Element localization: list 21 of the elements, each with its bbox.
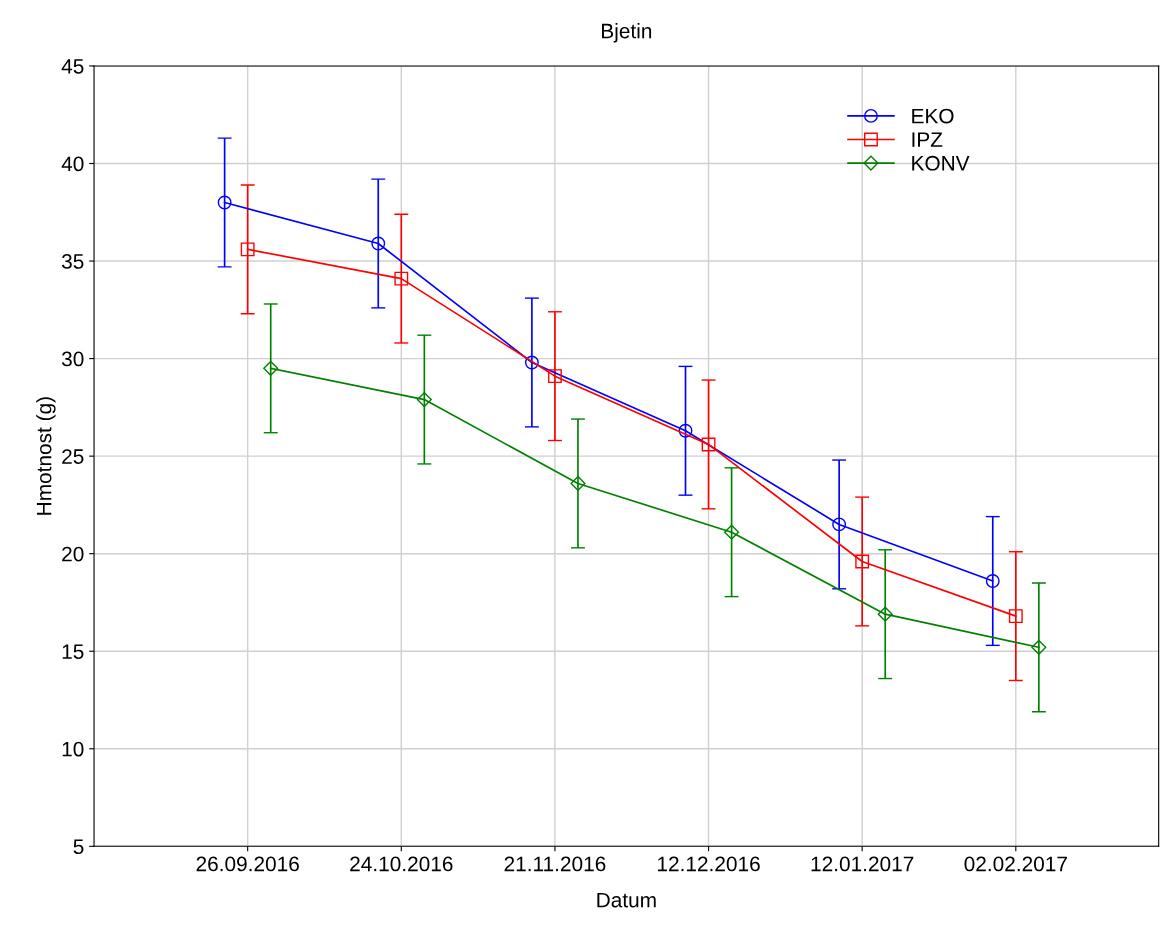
x-tick-label: 26.09.2016 <box>196 856 299 872</box>
y-tick-label: 5 <box>73 839 84 855</box>
y-axis-title: Hmotnost (g) <box>36 397 56 515</box>
y-tick-label: 15 <box>62 644 84 659</box>
y-tick-label: 40 <box>61 156 84 172</box>
y-tick-label: 35 <box>61 254 84 269</box>
x-tick-label: 24.10.2016 <box>350 856 453 872</box>
legend-label: IPZ <box>912 132 943 147</box>
y-tick-label: 20 <box>62 546 84 562</box>
x-tick-label: 12.12.2016 <box>658 856 760 872</box>
x-tick-label: 02.02.2017 <box>964 856 1067 872</box>
chart-title: Bjetin <box>602 23 652 43</box>
y-tick-label: 30 <box>61 351 84 367</box>
x-tick-label: 12.01.2017 <box>811 856 914 872</box>
y-tick-label: 10 <box>62 741 84 757</box>
y-tick-label: 45 <box>61 59 84 74</box>
x-axis-title: Datum <box>597 892 656 908</box>
legend-label: EKO <box>912 108 954 124</box>
legend-label: KONV <box>912 155 970 171</box>
x-tick-label: 21.11.2016 <box>504 856 606 872</box>
y-tick-label: 25 <box>62 449 84 464</box>
